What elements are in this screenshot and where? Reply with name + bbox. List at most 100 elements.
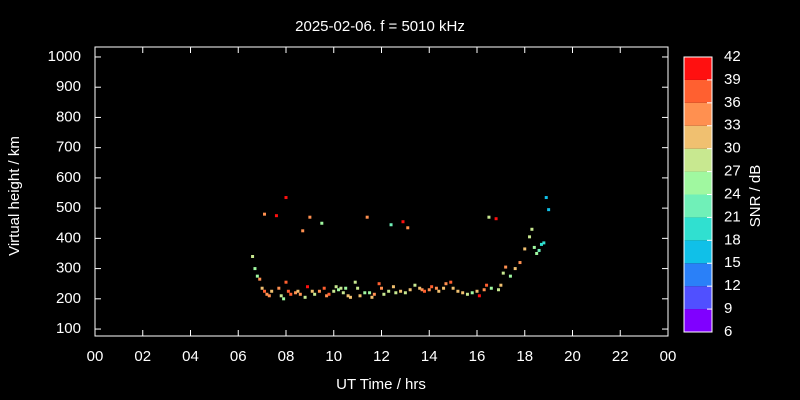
data-point bbox=[334, 285, 338, 289]
data-point bbox=[305, 285, 309, 289]
data-point bbox=[504, 265, 508, 269]
data-point bbox=[308, 215, 312, 219]
data-point bbox=[532, 245, 536, 249]
data-point bbox=[544, 196, 548, 200]
data-point bbox=[475, 289, 479, 293]
data-point bbox=[251, 254, 255, 258]
data-point bbox=[403, 291, 407, 295]
data-point bbox=[274, 214, 278, 218]
data-point bbox=[253, 267, 257, 271]
data-point bbox=[537, 248, 541, 252]
x-tick-label: 22 bbox=[612, 348, 629, 365]
data-point bbox=[406, 226, 410, 230]
data-point bbox=[303, 295, 307, 299]
colorbar-tick-label: 27 bbox=[724, 163, 741, 180]
colorbar-tick-label: 33 bbox=[724, 117, 741, 134]
data-point bbox=[313, 292, 317, 296]
data-point bbox=[413, 283, 417, 287]
data-point bbox=[461, 291, 465, 295]
colorbar-block bbox=[684, 286, 712, 310]
x-tick-label: 06 bbox=[230, 348, 247, 365]
data-point bbox=[482, 288, 486, 292]
x-tick-label: 16 bbox=[469, 348, 486, 365]
data-point bbox=[267, 294, 271, 298]
data-point bbox=[528, 235, 532, 239]
x-tick-label: 20 bbox=[564, 348, 581, 365]
colorbar-tick-label: 24 bbox=[724, 185, 741, 202]
colorbar-block bbox=[684, 102, 712, 126]
data-point bbox=[325, 294, 329, 298]
colorbar-tick-label: 18 bbox=[724, 231, 741, 248]
data-point bbox=[513, 267, 517, 271]
colorbar-block bbox=[684, 57, 712, 80]
data-point bbox=[477, 294, 481, 298]
data-point bbox=[539, 242, 543, 246]
data-point bbox=[470, 291, 474, 295]
data-point bbox=[296, 289, 300, 293]
data-point bbox=[523, 247, 527, 251]
x-tick-label: 00 bbox=[660, 348, 677, 365]
data-point bbox=[337, 288, 341, 292]
data-point bbox=[449, 280, 453, 284]
data-point bbox=[370, 295, 374, 299]
data-point bbox=[382, 292, 386, 296]
data-point bbox=[380, 286, 383, 290]
data-point bbox=[255, 274, 259, 278]
data-point bbox=[434, 286, 438, 290]
data-point bbox=[535, 251, 539, 255]
colorbar-tick-label: 39 bbox=[724, 71, 741, 88]
data-point bbox=[353, 280, 357, 284]
x-axis-label: UT Time / hrs bbox=[336, 376, 426, 393]
data-point bbox=[346, 294, 350, 298]
data-point bbox=[518, 261, 522, 265]
data-point bbox=[301, 229, 305, 233]
data-point bbox=[394, 291, 398, 295]
data-point bbox=[320, 221, 324, 225]
data-point bbox=[499, 283, 503, 287]
y-tick-label: 900 bbox=[56, 78, 81, 95]
data-point bbox=[418, 286, 422, 290]
data-point bbox=[408, 288, 412, 292]
colorbar-tick-label: 30 bbox=[724, 140, 741, 157]
data-point bbox=[279, 294, 283, 298]
data-point bbox=[456, 289, 460, 293]
data-point bbox=[437, 289, 441, 293]
data-point bbox=[542, 241, 546, 245]
plot-frame bbox=[94, 46, 669, 337]
colorbar-block bbox=[684, 148, 712, 172]
data-point bbox=[401, 220, 405, 224]
y-tick-label: 500 bbox=[56, 199, 81, 216]
data-point bbox=[277, 286, 281, 290]
data-point bbox=[368, 291, 372, 295]
data-point bbox=[317, 289, 321, 293]
x-tick-label: 10 bbox=[325, 348, 342, 365]
data-point bbox=[260, 286, 264, 290]
data-point bbox=[391, 285, 395, 289]
data-point bbox=[332, 289, 336, 293]
colorbar-block bbox=[684, 125, 712, 149]
colorbar-tick-label: 21 bbox=[724, 208, 741, 225]
data-point bbox=[322, 286, 326, 290]
data-point bbox=[451, 286, 455, 290]
x-tick-label: 12 bbox=[373, 348, 390, 365]
data-point bbox=[327, 292, 331, 296]
y-tick-label: 800 bbox=[56, 108, 81, 125]
colorbar-tick-label: 12 bbox=[724, 277, 741, 294]
colorbar-tick-label: 6 bbox=[724, 323, 732, 340]
colorbar-tick-label: 9 bbox=[724, 300, 732, 317]
data-point bbox=[284, 196, 288, 200]
y-tick-label: 700 bbox=[56, 139, 81, 156]
data-point bbox=[547, 208, 551, 212]
data-point bbox=[420, 288, 424, 292]
data-point bbox=[339, 286, 343, 290]
x-tick-label: 02 bbox=[134, 348, 151, 365]
data-point bbox=[344, 286, 348, 290]
colorbar-block bbox=[684, 194, 712, 218]
colorbar-block bbox=[684, 79, 712, 103]
data-point bbox=[430, 285, 434, 289]
data-point bbox=[494, 217, 498, 221]
data-point bbox=[310, 289, 314, 293]
data-point bbox=[294, 291, 298, 295]
x-tick-label: 14 bbox=[421, 348, 438, 365]
